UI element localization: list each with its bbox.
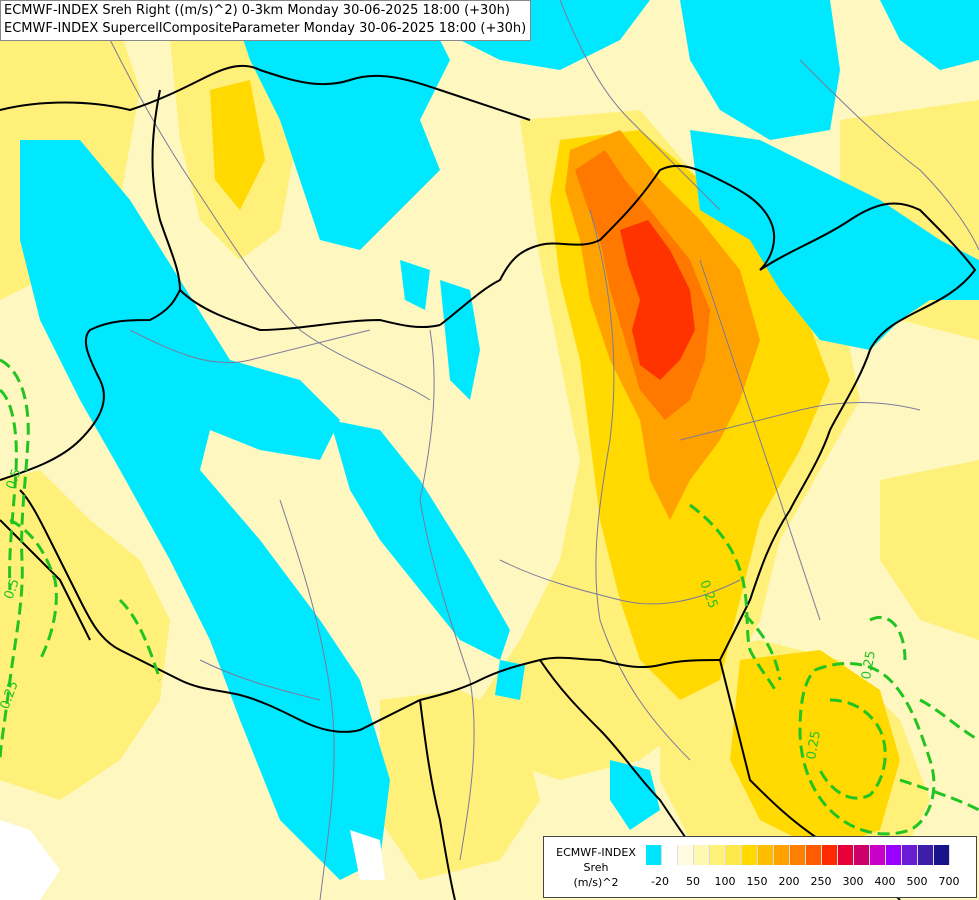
legend-title: ECMWF-INDEX Sreh (m/s)^2 xyxy=(548,845,644,890)
rivers xyxy=(89,0,979,900)
legend-swatch xyxy=(742,845,758,865)
legend-tick-label: 200 xyxy=(778,875,800,888)
legend-swatch xyxy=(822,845,838,865)
legend-tick-label: 100 xyxy=(714,875,736,888)
legend-tick-label: 500 xyxy=(906,875,928,888)
title-line-scp: ECMWF-INDEX SupercellCompositeParameter … xyxy=(4,21,527,36)
legend-swatch xyxy=(806,845,822,865)
legend-swatch xyxy=(918,845,934,865)
contour-label: 0.5 xyxy=(4,467,25,492)
legend-swatch xyxy=(886,845,902,865)
contour-label: 0.25 xyxy=(859,650,879,681)
legend-title-line: (m/s)^2 xyxy=(573,876,619,889)
color-legend: ECMWF-INDEX Sreh (m/s)^2 -20 50 100 150 200 2… xyxy=(543,836,977,898)
country-borders xyxy=(0,64,977,900)
contour-label: 0.25 xyxy=(804,730,824,761)
map-title-box: ECMWF-INDEX Sreh Right ((m/s)^2) 0-3km M… xyxy=(0,0,532,41)
legend-swatch xyxy=(934,845,950,865)
sreh-band-red xyxy=(620,220,695,380)
legend-swatch xyxy=(710,845,726,865)
legend-swatch xyxy=(790,845,806,865)
legend-tick-label: 250 xyxy=(810,875,832,888)
legend-swatch xyxy=(902,845,918,865)
legend-swatch xyxy=(870,845,886,865)
scp-contours xyxy=(0,358,979,836)
contour-labels: 0.25 0.25 0.25 0.25 0.5 0.5 xyxy=(0,467,879,761)
legend-swatch xyxy=(854,845,870,865)
legend-title-line: Sreh xyxy=(583,861,609,874)
legend-tick-label: -20 xyxy=(651,875,669,888)
legend-swatch xyxy=(678,845,694,865)
legend-tick-label: 150 xyxy=(746,875,768,888)
legend-tick-label: 50 xyxy=(686,875,700,888)
legend-title-line: ECMWF-INDEX xyxy=(556,846,636,859)
legend-swatch xyxy=(838,845,854,865)
sreh-band-white xyxy=(0,820,385,900)
legend-swatch xyxy=(646,845,662,865)
legend-swatch xyxy=(726,845,742,865)
contour-label: 0.5 xyxy=(2,577,23,602)
legend-swatch xyxy=(758,845,774,865)
legend-tick-label: 700 xyxy=(938,875,960,888)
legend-swatch xyxy=(694,845,710,865)
title-line-sreh: ECMWF-INDEX Sreh Right ((m/s)^2) 0-3km M… xyxy=(4,3,510,18)
legend-swatch xyxy=(662,845,678,865)
legend-swatch xyxy=(774,845,790,865)
legend-tick-label: 300 xyxy=(842,875,864,888)
legend-tick-label: 400 xyxy=(874,875,896,888)
